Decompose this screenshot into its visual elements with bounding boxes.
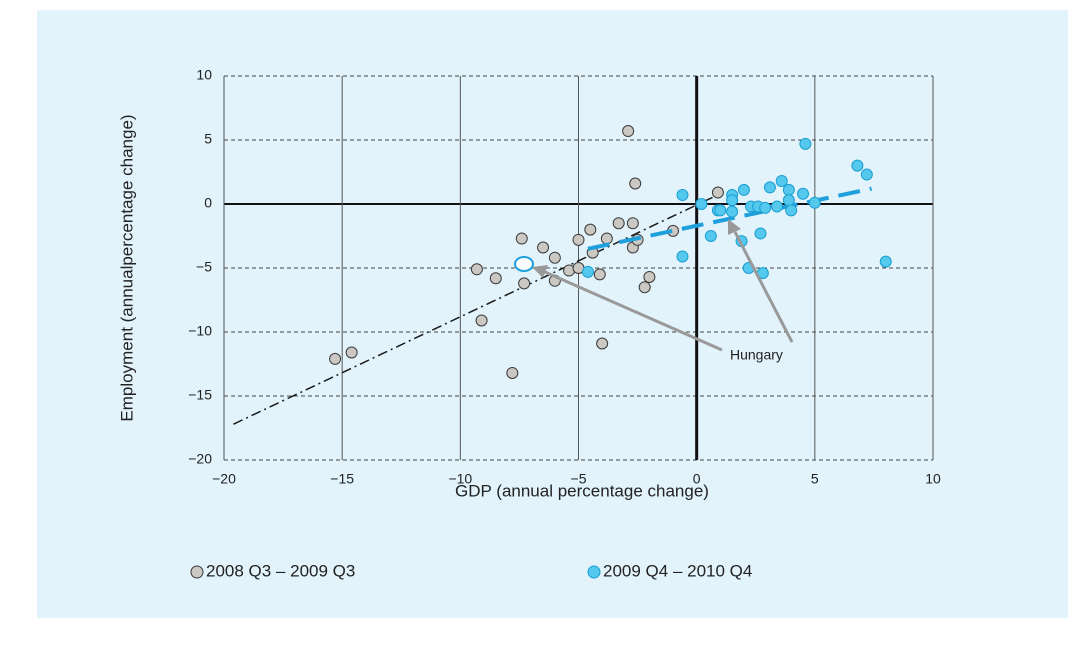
- y-tick-label: −10: [188, 323, 212, 339]
- x-tick-label: 0: [693, 471, 701, 487]
- point: [581, 265, 594, 278]
- point: [612, 217, 625, 230]
- point: [626, 217, 639, 230]
- point: [572, 233, 585, 246]
- x-tick-label: 10: [925, 471, 941, 487]
- point: [489, 272, 502, 285]
- point: [676, 250, 689, 263]
- point: [726, 194, 739, 207]
- point: [629, 177, 642, 190]
- y-tick-label: −20: [188, 451, 212, 467]
- legend-label: 2008 Q3 – 2009 Q3: [206, 561, 355, 580]
- point: [808, 196, 821, 209]
- legend-marker: [190, 565, 204, 579]
- point: [782, 194, 795, 207]
- annotation-arrows: [532, 219, 794, 352]
- legend-label: 2009 Q4 – 2010 Q4: [603, 561, 752, 580]
- point: [714, 204, 727, 217]
- point: [622, 125, 635, 138]
- point: [754, 227, 767, 240]
- point: [775, 174, 788, 187]
- x-tick-label: 5: [811, 471, 819, 487]
- point: [704, 230, 717, 242]
- point: [785, 204, 798, 217]
- point: [782, 183, 795, 196]
- point: [711, 186, 724, 199]
- point: [879, 255, 892, 268]
- point: [537, 241, 550, 254]
- point: [506, 366, 519, 379]
- y-tick-label: −5: [196, 259, 212, 275]
- point: [737, 183, 750, 196]
- point: [726, 205, 739, 218]
- point: [797, 187, 810, 200]
- point: [593, 268, 606, 281]
- point: [600, 232, 613, 245]
- point: [470, 263, 483, 276]
- point: [548, 251, 561, 264]
- point: [676, 189, 689, 202]
- point: [763, 181, 776, 194]
- panel: [37, 10, 1068, 618]
- point: [584, 223, 597, 236]
- y-tick-label: 5: [204, 131, 212, 147]
- point: [860, 168, 873, 181]
- point: [596, 337, 609, 350]
- y-axis-label: Employment (annualpercentage change): [117, 114, 136, 421]
- point: [515, 232, 528, 245]
- trend-line: [233, 193, 721, 425]
- x-axis-label: GDP (annual percentage change): [455, 481, 709, 500]
- x-tick-label: −5: [571, 471, 587, 487]
- y-tick-label: 0: [204, 195, 212, 211]
- point: [638, 281, 651, 294]
- trend-line: [587, 186, 872, 251]
- legend-marker: [587, 565, 601, 579]
- point: [643, 270, 656, 283]
- point: [518, 277, 531, 290]
- x-tick-label: −20: [212, 471, 236, 487]
- x-tick-label: −10: [448, 471, 472, 487]
- point: [695, 198, 708, 210]
- y-tick-label: 10: [196, 67, 212, 83]
- annotation: Hungary: [730, 347, 783, 363]
- point: [345, 346, 358, 359]
- y-tick-label: −15: [188, 387, 212, 403]
- point: [329, 352, 342, 365]
- point: [771, 200, 784, 213]
- point: [851, 159, 864, 172]
- x-tick-label: −15: [330, 471, 354, 487]
- point: [799, 137, 812, 150]
- point: [759, 201, 772, 214]
- point: [475, 314, 488, 327]
- highlight-marker: [514, 256, 534, 272]
